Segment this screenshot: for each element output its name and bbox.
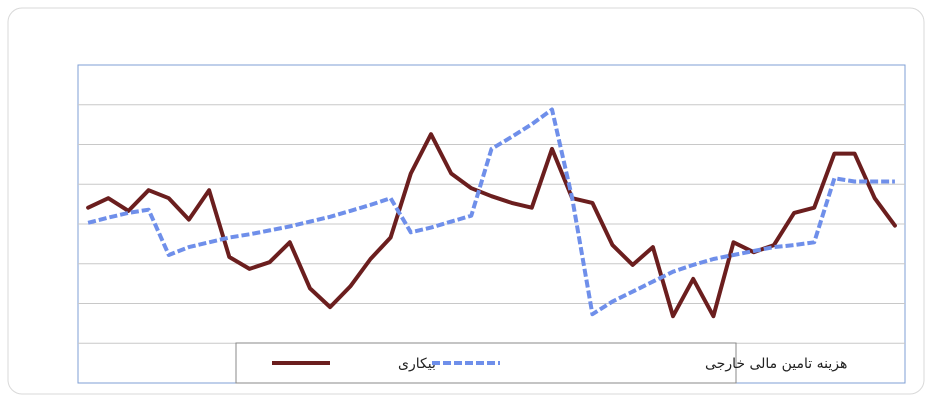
legend-label: بیکاری	[398, 356, 436, 372]
series-line	[87, 107, 895, 317]
legend-label: هزینه تامین مالی خارجی	[705, 356, 847, 372]
